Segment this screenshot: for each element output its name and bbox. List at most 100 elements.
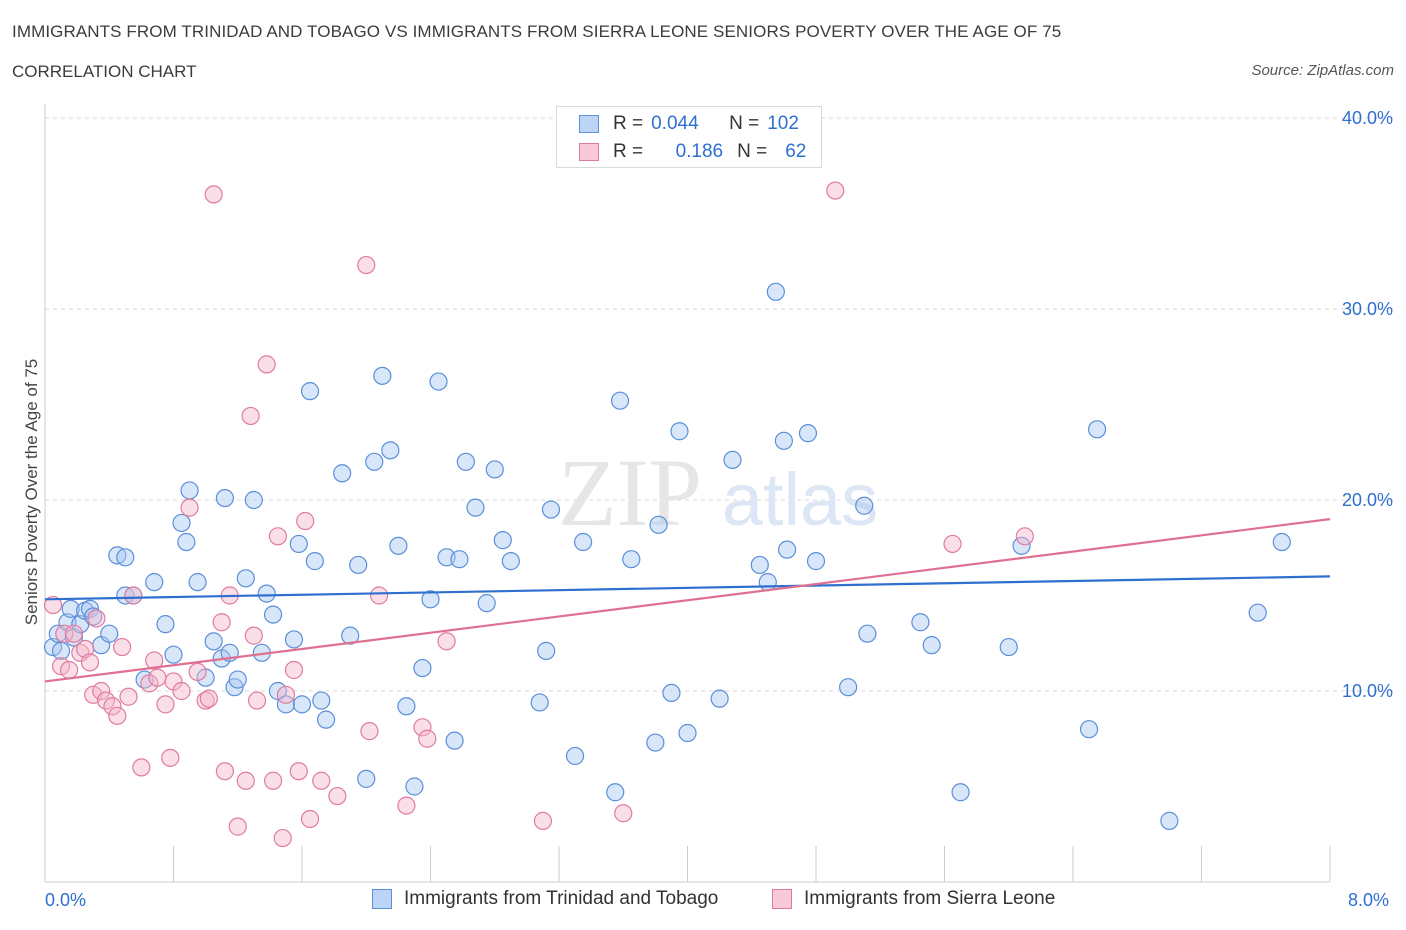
data-point <box>228 670 247 689</box>
data-point <box>723 450 742 469</box>
data-point <box>1248 603 1267 622</box>
data-point <box>806 552 826 571</box>
data-point <box>943 534 962 554</box>
data-point <box>537 641 556 660</box>
data-point <box>565 746 585 766</box>
legend-r-label: R = <box>613 141 644 162</box>
source-label: Source: ZipAtlas.com <box>1251 62 1394 79</box>
series-legend-label: Immigrants from Trinidad and Tobago <box>404 888 719 909</box>
data-point <box>501 552 520 571</box>
data-point <box>485 460 504 479</box>
data-point <box>215 488 234 508</box>
data-point <box>541 500 561 519</box>
data-point <box>268 527 288 546</box>
y-tick-label: 20.0% <box>1342 490 1393 510</box>
data-point <box>177 532 196 552</box>
series-legend-swatch-pink <box>772 889 792 909</box>
data-point <box>610 391 630 410</box>
watermark-atlas: atlas <box>722 458 878 541</box>
data-point <box>493 531 512 550</box>
series-legend-label: Immigrants from Sierra Leone <box>804 888 1056 909</box>
data-point <box>381 441 400 460</box>
data-point <box>437 632 456 651</box>
data-point <box>1012 536 1031 555</box>
data-point <box>61 599 80 618</box>
data-point <box>421 590 440 609</box>
data-point <box>124 586 143 605</box>
trend-line-sierra-leone <box>44 518 1331 683</box>
data-point <box>244 626 263 645</box>
data-point <box>51 641 71 660</box>
data-point <box>289 534 308 554</box>
data-point <box>92 681 111 701</box>
data-point <box>145 651 164 670</box>
data-point <box>156 615 175 634</box>
data-point <box>750 555 769 575</box>
data-point <box>212 613 231 632</box>
legend-r-value: 0.186 <box>675 141 724 162</box>
data-point <box>614 804 633 823</box>
y-tick-labels: 10.0% 20.0% 30.0% 40.0% <box>1342 108 1393 701</box>
data-point <box>798 424 818 443</box>
data-point <box>119 687 138 706</box>
data-point <box>116 548 135 567</box>
data-point <box>777 540 797 559</box>
correlation-legend: R = 0.044 N = 102 R = 0.186 N = 62 <box>556 106 822 168</box>
data-point <box>172 681 191 701</box>
y-tick-label: 30.0% <box>1342 299 1393 319</box>
data-point <box>774 431 793 450</box>
data-point <box>312 691 331 710</box>
data-point <box>196 691 215 710</box>
series-legend-item-sierra-leone: Immigrants from Sierra Leone <box>772 888 1055 910</box>
data-point <box>103 697 122 716</box>
watermark-zip: ZIP <box>558 439 702 546</box>
x-tick-label-max: 8.0% <box>1348 890 1390 910</box>
data-point <box>922 636 941 655</box>
data-point <box>477 594 496 613</box>
data-point <box>284 630 304 649</box>
data-point <box>466 498 485 517</box>
data-point <box>257 355 276 374</box>
data-point <box>64 624 84 643</box>
y-tick-label: 40.0% <box>1342 108 1393 128</box>
data-point <box>276 695 296 714</box>
data-point <box>263 605 283 624</box>
data-point <box>76 639 95 659</box>
data-point <box>333 464 352 483</box>
legend-n-label: N = <box>729 113 760 134</box>
legend-swatch-pink <box>579 143 599 161</box>
data-point <box>365 452 384 471</box>
data-point <box>188 573 207 592</box>
data-point <box>413 718 432 737</box>
data-point <box>397 796 416 815</box>
data-point <box>244 490 263 510</box>
data-point <box>573 532 593 552</box>
data-point <box>373 366 392 385</box>
data-point <box>188 662 207 682</box>
data-point <box>257 584 276 603</box>
data-point <box>312 771 331 790</box>
watermark: ZIP atlas <box>558 439 878 546</box>
data-point <box>300 809 320 829</box>
data-point <box>276 685 296 704</box>
data-point <box>132 758 151 777</box>
data-point <box>289 762 308 781</box>
data-point <box>1087 420 1107 439</box>
legend-n-label: N = <box>737 141 768 162</box>
data-point <box>284 660 304 680</box>
data-point <box>662 683 681 703</box>
data-point <box>328 786 347 806</box>
x-tick-label-min: 0.0% <box>45 890 87 910</box>
data-point <box>429 372 448 391</box>
data-point <box>59 660 79 680</box>
data-point <box>156 695 175 714</box>
data-point <box>389 536 408 555</box>
data-point <box>80 653 100 672</box>
legend-swatch-blue <box>579 115 599 133</box>
data-point <box>180 481 199 500</box>
series-legend: Immigrants from Trinidad and Tobago Immi… <box>0 888 1406 916</box>
data-point <box>360 722 379 741</box>
data-point <box>148 668 167 687</box>
data-point <box>397 697 416 716</box>
data-point <box>1015 527 1034 546</box>
